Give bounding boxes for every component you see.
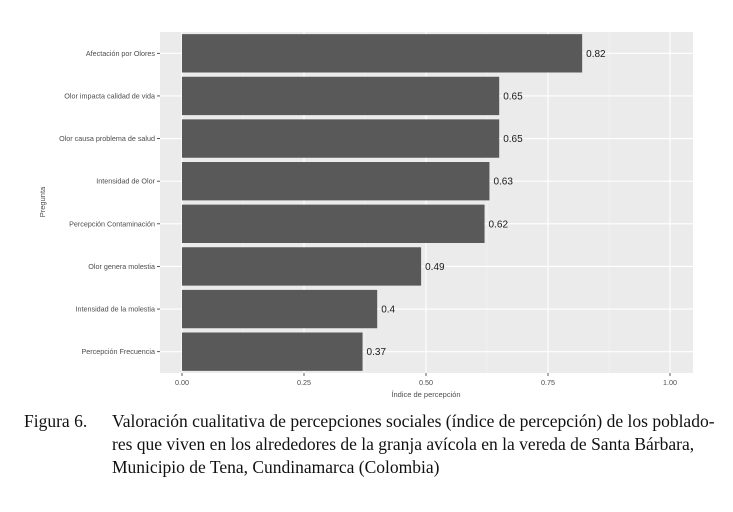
bar bbox=[182, 332, 363, 371]
x-tick-label: 0.50 bbox=[419, 378, 433, 387]
bar-value-label: 0.63 bbox=[493, 177, 513, 188]
bar-value-label: 0.65 bbox=[503, 134, 523, 145]
figure-caption: Figura 6. Valoración cualitativa de perc… bbox=[24, 410, 724, 479]
bar bbox=[182, 119, 500, 158]
y-tick-label: Percepción Contaminación bbox=[69, 219, 155, 228]
y-tick-label: Percepción Frecuencia bbox=[81, 347, 155, 356]
bar-value-label: 0.37 bbox=[367, 347, 387, 358]
y-axis-title: Pregunta bbox=[38, 186, 47, 217]
y-tick-label: Olor impacta calidad de vida bbox=[64, 91, 155, 100]
x-tick-label: 0.75 bbox=[541, 378, 555, 387]
y-tick-label: Olor causa problema de salud bbox=[59, 134, 155, 143]
y-tick-labels: Afectación por Olores Olor impacta calida… bbox=[59, 49, 160, 356]
y-tick-label: Intensidad de Olor bbox=[96, 177, 155, 186]
x-tick-label: 0.00 bbox=[175, 378, 189, 387]
x-tick-label: 1.00 bbox=[663, 378, 677, 387]
bar bbox=[182, 76, 500, 116]
x-tick-labels: 0.00 0.25 0.50 0.75 1.00 bbox=[175, 373, 677, 387]
bar bbox=[182, 289, 378, 329]
bar-value-label: 0.62 bbox=[489, 219, 509, 230]
bar-value-label: 0.4 bbox=[381, 305, 395, 316]
y-tick-label: Olor genera molestia bbox=[88, 262, 155, 271]
bar-value-label: 0.49 bbox=[425, 262, 445, 273]
bar bbox=[182, 34, 583, 73]
caption-text: Valoración cualitativa de percepciones s… bbox=[112, 411, 715, 477]
bar-value-label: 0.82 bbox=[586, 49, 606, 60]
bar-value-label: 0.65 bbox=[503, 91, 523, 102]
y-tick-label: Afectación por Olores bbox=[86, 49, 156, 58]
x-tick-label: 0.25 bbox=[297, 378, 311, 387]
bar bbox=[182, 162, 490, 201]
bar bbox=[182, 247, 422, 286]
bar bbox=[182, 204, 485, 243]
caption-number: Figura 6. bbox=[24, 411, 88, 431]
bars: 0.82 0.65 0.65 0.63 0.62 0.49 0.4 0.37 bbox=[182, 34, 606, 371]
x-axis-title: Índice de percepción bbox=[391, 390, 460, 399]
bar-chart: 0.82 0.65 0.65 0.63 0.62 0.49 0.4 0.37 Afectaci… bbox=[38, 32, 693, 399]
y-tick-label: Intensidad de la molestia bbox=[75, 305, 155, 314]
